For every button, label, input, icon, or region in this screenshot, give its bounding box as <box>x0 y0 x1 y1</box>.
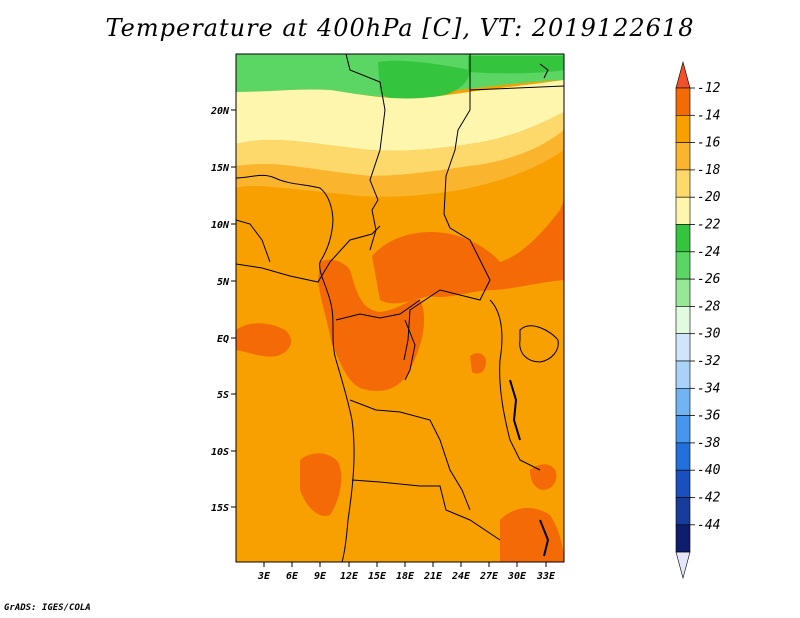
lon-label-24e: 24E <box>451 571 471 582</box>
colorbar-label: -34 <box>697 381 720 396</box>
colorbar-swatch <box>675 196 691 225</box>
river-congo <box>404 319 416 381</box>
colorbar: -12 -14 -16 -18 -20 -22 -24 -26 -28 -30 -32 -34 -36 -… <box>675 60 721 580</box>
colorbar-swatch <box>675 251 691 280</box>
colorbar-label: -44 <box>697 518 720 533</box>
border-libya-egypt <box>469 85 564 91</box>
colorbar-label: -42 <box>697 491 721 506</box>
lake-victoria <box>519 325 559 363</box>
lake-malawi <box>539 519 550 557</box>
colorbar-swatch <box>675 524 691 553</box>
colorbar-label: -38 <box>697 436 721 451</box>
colorbar-label: -14 <box>697 108 720 123</box>
lat-label-15n: 15N <box>211 163 230 174</box>
warm-blob-west <box>236 323 292 357</box>
colorbar-label: -30 <box>697 327 721 342</box>
warm-blob-lakes <box>530 464 557 490</box>
lat-label-5s: 5S <box>217 390 229 401</box>
colorbar-swatch <box>675 469 691 498</box>
colorbar-swatch <box>675 387 691 416</box>
lon-label-27e: 27E <box>479 571 499 582</box>
colorbar-swatch <box>675 224 691 253</box>
lat-label-20n: 20N <box>210 106 230 117</box>
lon-label-15e: 15E <box>368 571 387 582</box>
warm-blob-central <box>372 200 564 304</box>
lat-label-10s: 10S <box>211 447 229 458</box>
lat-label-5n: 5N <box>217 277 230 288</box>
colorbar-label: -20 <box>697 190 721 205</box>
colorbar-label: -16 <box>697 136 721 151</box>
lon-label-6e: 6E <box>286 571 299 582</box>
band-minus-22 <box>236 80 564 151</box>
colorbar-label: -12 <box>697 81 721 96</box>
colorbar-swatch <box>675 169 691 198</box>
colorbar-arrow-top <box>675 60 691 89</box>
band-minus-20 <box>236 112 564 176</box>
lon-label-3e: 3E <box>257 571 271 582</box>
colorbar-swatch <box>675 115 691 143</box>
west-coast <box>236 174 355 562</box>
colorbar-swatch <box>675 333 691 362</box>
map-title: Temperature at 400hPa [C], VT: 201912261… <box>105 14 695 42</box>
warm-blob-south <box>300 453 342 516</box>
colorbar-arrow-bottom <box>675 551 691 580</box>
border-niger-chad <box>345 54 386 251</box>
warm-blob-small <box>470 353 486 374</box>
lon-label-21e: 21E <box>423 571 443 582</box>
colorbar-swatch <box>675 142 691 171</box>
warm-blob-congo <box>318 259 425 391</box>
border-benin <box>236 219 271 263</box>
map-frame <box>235 53 565 563</box>
nile-delta <box>539 63 549 79</box>
colorbar-label: -22 <box>697 218 721 233</box>
border-congo-car <box>335 299 421 321</box>
lat-label-10n: 10N <box>211 220 230 231</box>
border-eastern-drc <box>489 299 541 471</box>
lon-label-12e: 12E <box>340 571 359 582</box>
colorbar-swatch <box>675 278 691 307</box>
colorbar-label: -28 <box>697 299 721 314</box>
grads-credit: GrADS: IGES/COLA <box>4 603 91 613</box>
lon-label-33e: 33E <box>536 571 556 582</box>
colorbar-swatch <box>675 306 691 334</box>
colorbar-swatch <box>675 360 691 389</box>
colorbar-label: -32 <box>697 354 721 369</box>
lake-tanganyika <box>509 379 521 441</box>
colorbar-swatch <box>675 442 691 471</box>
colorbar-label: -18 <box>697 163 721 178</box>
lat-axis: 20N 15N 10N 5N EQ 5S 10S 15S <box>210 106 236 514</box>
colorbar-label: -40 <box>697 463 721 478</box>
lat-label-15s: 15S <box>211 503 229 514</box>
colorbar-label: -24 <box>697 245 720 260</box>
band-minus-18 <box>236 130 564 197</box>
colorbar-label: -36 <box>697 409 721 424</box>
lon-label-18e: 18E <box>396 571 415 582</box>
colorbar-label: -26 <box>697 272 721 287</box>
temperature-field <box>236 54 564 562</box>
border-namibia <box>351 479 501 541</box>
colorbar-swatch <box>675 497 691 526</box>
lon-label-9e: 9E <box>314 571 327 582</box>
lon-label-30e: 30E <box>507 571 527 582</box>
lat-label-eq: EQ <box>217 334 229 345</box>
band-minus-24 <box>378 60 470 101</box>
colorbar-swatch <box>675 87 691 116</box>
lon-axis: 3E 6E 9E 12E 15E 18E 21E 24E 27E 30E 33E <box>257 562 556 582</box>
warm-blob-southeast <box>500 508 564 562</box>
border-nigeria <box>236 225 381 283</box>
colorbar-swatch <box>675 415 691 444</box>
boundaries <box>236 54 564 562</box>
border-drc-angola <box>349 399 471 511</box>
border-sudan <box>403 54 491 361</box>
band-minus-24-east <box>468 56 564 74</box>
